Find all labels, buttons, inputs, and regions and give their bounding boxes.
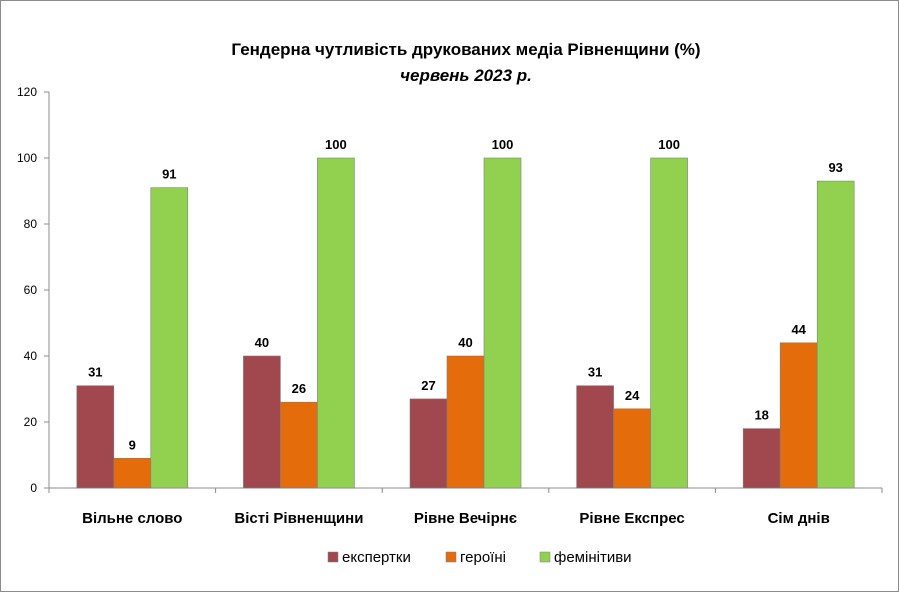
data-label: 27 [421,378,435,393]
bar [76,385,115,489]
x-category-label: Вісті Рівненщини [234,510,363,527]
bars [76,157,855,489]
data-label: 18 [754,408,768,423]
bar [650,157,688,489]
bar [243,355,281,489]
y-tick-label: 20 [24,415,38,429]
data-label: 93 [828,160,842,175]
data-label: 44 [791,322,806,337]
data-label: 40 [255,335,269,350]
bar [613,408,651,489]
bar [409,398,448,489]
data-label: 100 [325,137,347,152]
legend-swatch [539,551,551,563]
bar [576,385,614,489]
chart-subtitle: червень 2023 р. [400,66,532,85]
bar [483,157,522,489]
bar [113,457,152,489]
y-tick-label: 60 [24,283,38,297]
data-label: 31 [588,365,602,380]
data-label: 100 [658,137,680,152]
bar [779,342,818,489]
x-category-label: Рівне Вечірнє [414,510,517,527]
data-label: 26 [292,381,306,396]
y-tick-label: 40 [24,349,38,363]
legend-swatch [445,551,457,563]
data-label: 40 [458,335,472,350]
bar [446,355,485,489]
bar [317,157,355,489]
x-category-label: Вільне слово [82,510,182,527]
bar [742,428,781,489]
legend-label: фемінітиви [554,549,632,566]
data-label: 91 [162,167,176,182]
data-labels: 31 9 91 40 26 100 27 40 100 31 24 100 18 44 93 [88,137,843,452]
x-category-label: Сім днів [768,510,830,527]
legend-swatch [327,551,339,563]
bar [816,180,855,489]
bar [280,401,318,489]
data-label: 24 [625,388,640,403]
y-tick-label: 80 [24,217,38,231]
legend: експертки героїні фемінітиви [327,549,632,566]
data-label: 100 [492,137,514,152]
data-label: 31 [88,365,102,380]
y-tick-label: 100 [17,151,37,165]
data-label: 9 [129,437,136,452]
legend-label: експертки [342,549,411,566]
y-tick-label: 0 [30,481,37,495]
legend-label: героїні [460,549,506,566]
x-category-label: Рівне Експрес [579,510,684,527]
bar [150,187,189,489]
chart-title: Гендерна чутливість друкованих медіа Рів… [231,40,700,59]
y-tick-label: 120 [17,85,37,99]
